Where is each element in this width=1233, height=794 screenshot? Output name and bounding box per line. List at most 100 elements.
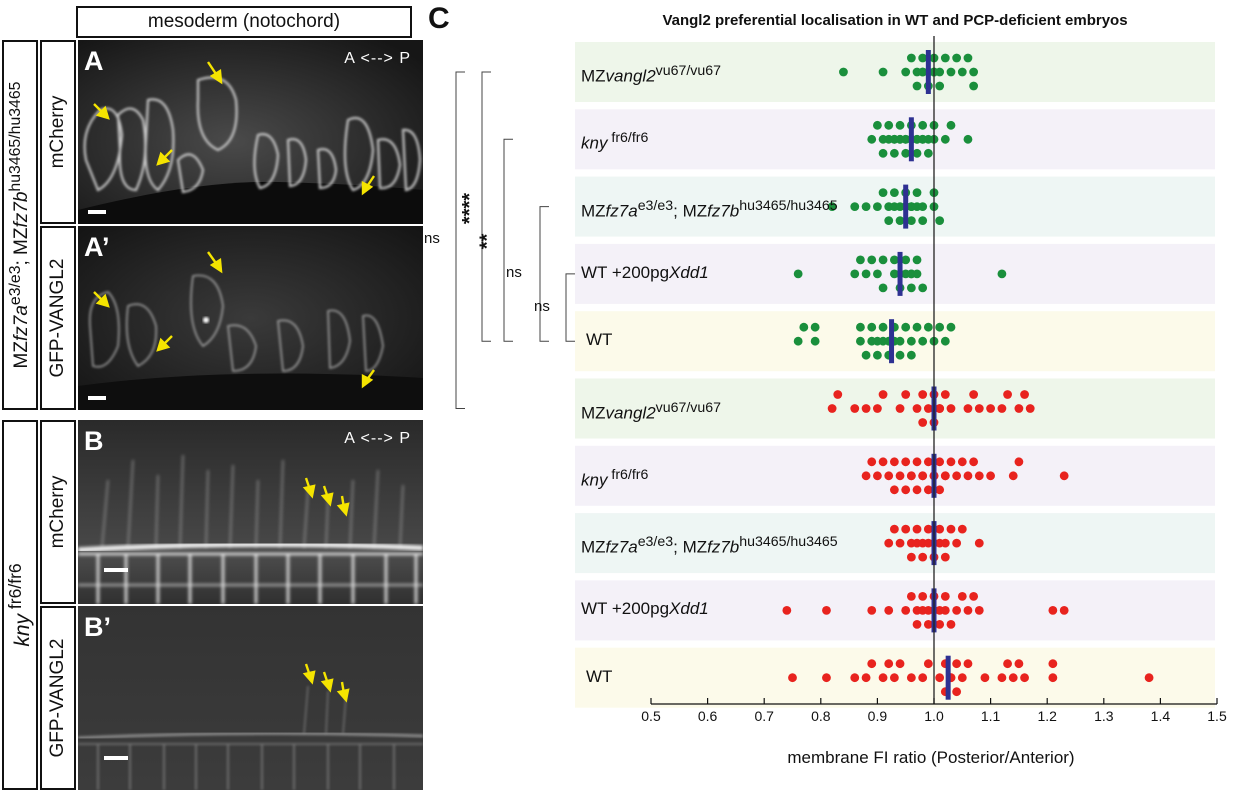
data-point-6-9 <box>901 485 911 495</box>
data-point-7-6 <box>912 524 922 534</box>
x-tick-label-10: 1.5 <box>1207 708 1227 724</box>
data-point-0-18 <box>940 53 950 63</box>
data-point-0-6 <box>918 53 928 63</box>
genotype-label-mz: MZfz7ae3/e3; MZfz7bhu3465/hu3465 <box>6 81 33 369</box>
data-point-9-18 <box>952 687 962 697</box>
row-label-3: WT +200pgXdd1 <box>581 262 709 282</box>
data-point-1-3 <box>878 148 888 158</box>
data-point-2-9 <box>895 216 905 226</box>
x-tick-label-0: 0.5 <box>641 708 661 724</box>
data-point-9-27 <box>1048 673 1058 683</box>
data-point-5-25 <box>1020 390 1029 399</box>
row-label-5: MZvangl2vu67/vu67 <box>581 399 721 423</box>
micrograph-a-prime-image <box>78 226 423 410</box>
significance-bracket-0 <box>455 71 465 409</box>
data-point-5-9 <box>918 390 928 399</box>
significance-bracket-1 <box>481 71 491 342</box>
data-point-7-14 <box>935 524 945 534</box>
data-point-4-21 <box>906 350 916 360</box>
chart-plot <box>455 36 1218 708</box>
x-tick-label-4: 0.9 <box>867 708 888 724</box>
data-point-5-1 <box>833 390 843 399</box>
data-point-6-5 <box>889 457 899 467</box>
data-point-5-24 <box>1014 404 1024 413</box>
data-point-5-5 <box>878 390 888 399</box>
data-point-6-29 <box>969 457 979 467</box>
row-label-7: MZfz7ae3/e3; MZfz7bhu3465/hu3465 <box>581 534 838 557</box>
data-point-6-28 <box>963 471 973 481</box>
data-point-1-29 <box>940 134 950 144</box>
mean-bar-0 <box>925 50 931 94</box>
scale-bar-b-prime <box>104 756 128 760</box>
channel-box-b-prime: GFP-VANGL2 <box>40 606 76 790</box>
row-label-2: MZfz7ae3/e3; MZfz7bhu3465/hu3465 <box>581 197 838 221</box>
row-label-4: WT <box>586 330 613 350</box>
chart-title: Vangl2 preferential localisation in WT a… <box>662 12 1128 29</box>
data-point-1-1 <box>873 120 882 130</box>
data-point-5-20 <box>974 404 984 413</box>
data-point-6-11 <box>906 471 916 481</box>
data-point-1-9 <box>895 120 905 130</box>
data-point-8-22 <box>969 592 979 601</box>
data-point-3-7 <box>878 283 888 293</box>
genotype-row-kny: kny fr6/fr6 <box>2 420 38 790</box>
ap-axis-label-a: A <--> P <box>344 50 411 67</box>
x-tick-label-8: 1.3 <box>1094 708 1114 724</box>
channel-box-a-prime: GFP-VANGL2 <box>40 226 76 410</box>
data-point-6-21 <box>935 457 945 467</box>
data-point-2-20 <box>918 202 928 212</box>
micrograph-a-prime: A’ <box>78 226 423 410</box>
data-point-9-2 <box>850 673 860 683</box>
data-point-4-23 <box>918 336 928 346</box>
data-point-7-3 <box>901 524 911 534</box>
data-point-4-26 <box>935 322 945 332</box>
x-tick-label-5: 1.0 <box>924 708 944 724</box>
mean-bar-1 <box>908 117 914 162</box>
data-point-9-12 <box>935 673 945 683</box>
x-tick-label-6: 1.1 <box>980 708 1001 724</box>
mean-bar-9 <box>945 655 951 700</box>
data-point-2-14 <box>906 216 916 226</box>
data-point-9-1 <box>822 673 831 683</box>
data-point-2-0 <box>827 202 837 212</box>
data-point-7-16 <box>940 552 950 562</box>
data-point-3-12 <box>901 255 911 265</box>
data-point-9-22 <box>997 673 1007 683</box>
data-point-9-19 <box>957 673 967 683</box>
data-point-6-4 <box>884 471 894 481</box>
x-axis-label: membrane FI ratio (Posterior/Anterior) <box>787 748 1075 767</box>
data-point-5-26 <box>1025 404 1035 413</box>
data-point-0-23 <box>969 67 979 77</box>
scale-bar-a <box>88 210 106 214</box>
data-point-3-2 <box>856 255 865 265</box>
data-point-6-15 <box>918 471 928 481</box>
data-point-5-2 <box>850 404 860 413</box>
data-point-2-3 <box>873 202 882 212</box>
data-point-0-20 <box>952 53 962 63</box>
data-point-9-3 <box>861 673 871 683</box>
channel-box-a: mCherry <box>40 40 76 224</box>
data-point-0-2 <box>901 67 911 77</box>
data-point-1-4 <box>884 120 894 130</box>
scale-bar-a-prime <box>88 396 106 400</box>
row-label-1: kny fr6/fr6 <box>581 130 649 153</box>
data-point-9-9 <box>906 673 916 683</box>
row-band-8 <box>575 580 1215 641</box>
data-point-1-19 <box>912 148 922 158</box>
arrows-b <box>302 477 350 517</box>
data-point-4-20 <box>906 336 916 346</box>
channel-label-mcherry-a: mCherry <box>47 95 68 169</box>
data-point-4-3 <box>810 322 820 332</box>
data-point-5-0 <box>827 404 837 413</box>
data-point-6-16 <box>923 457 933 467</box>
data-point-7-17 <box>940 538 950 548</box>
data-point-3-18 <box>912 269 922 279</box>
micrograph-b-prime-image <box>78 606 423 790</box>
micrograph-a: A A <--> P <box>78 40 423 224</box>
x-tick-label-1: 0.6 <box>697 708 718 724</box>
data-point-9-17 <box>952 659 962 669</box>
micrograph-b-prime: B’ <box>78 606 423 790</box>
data-point-9-0 <box>788 673 797 683</box>
row-band-0 <box>575 42 1215 102</box>
channel-label-gfp-b-prime: GFP-VANGL2 <box>47 638 68 758</box>
